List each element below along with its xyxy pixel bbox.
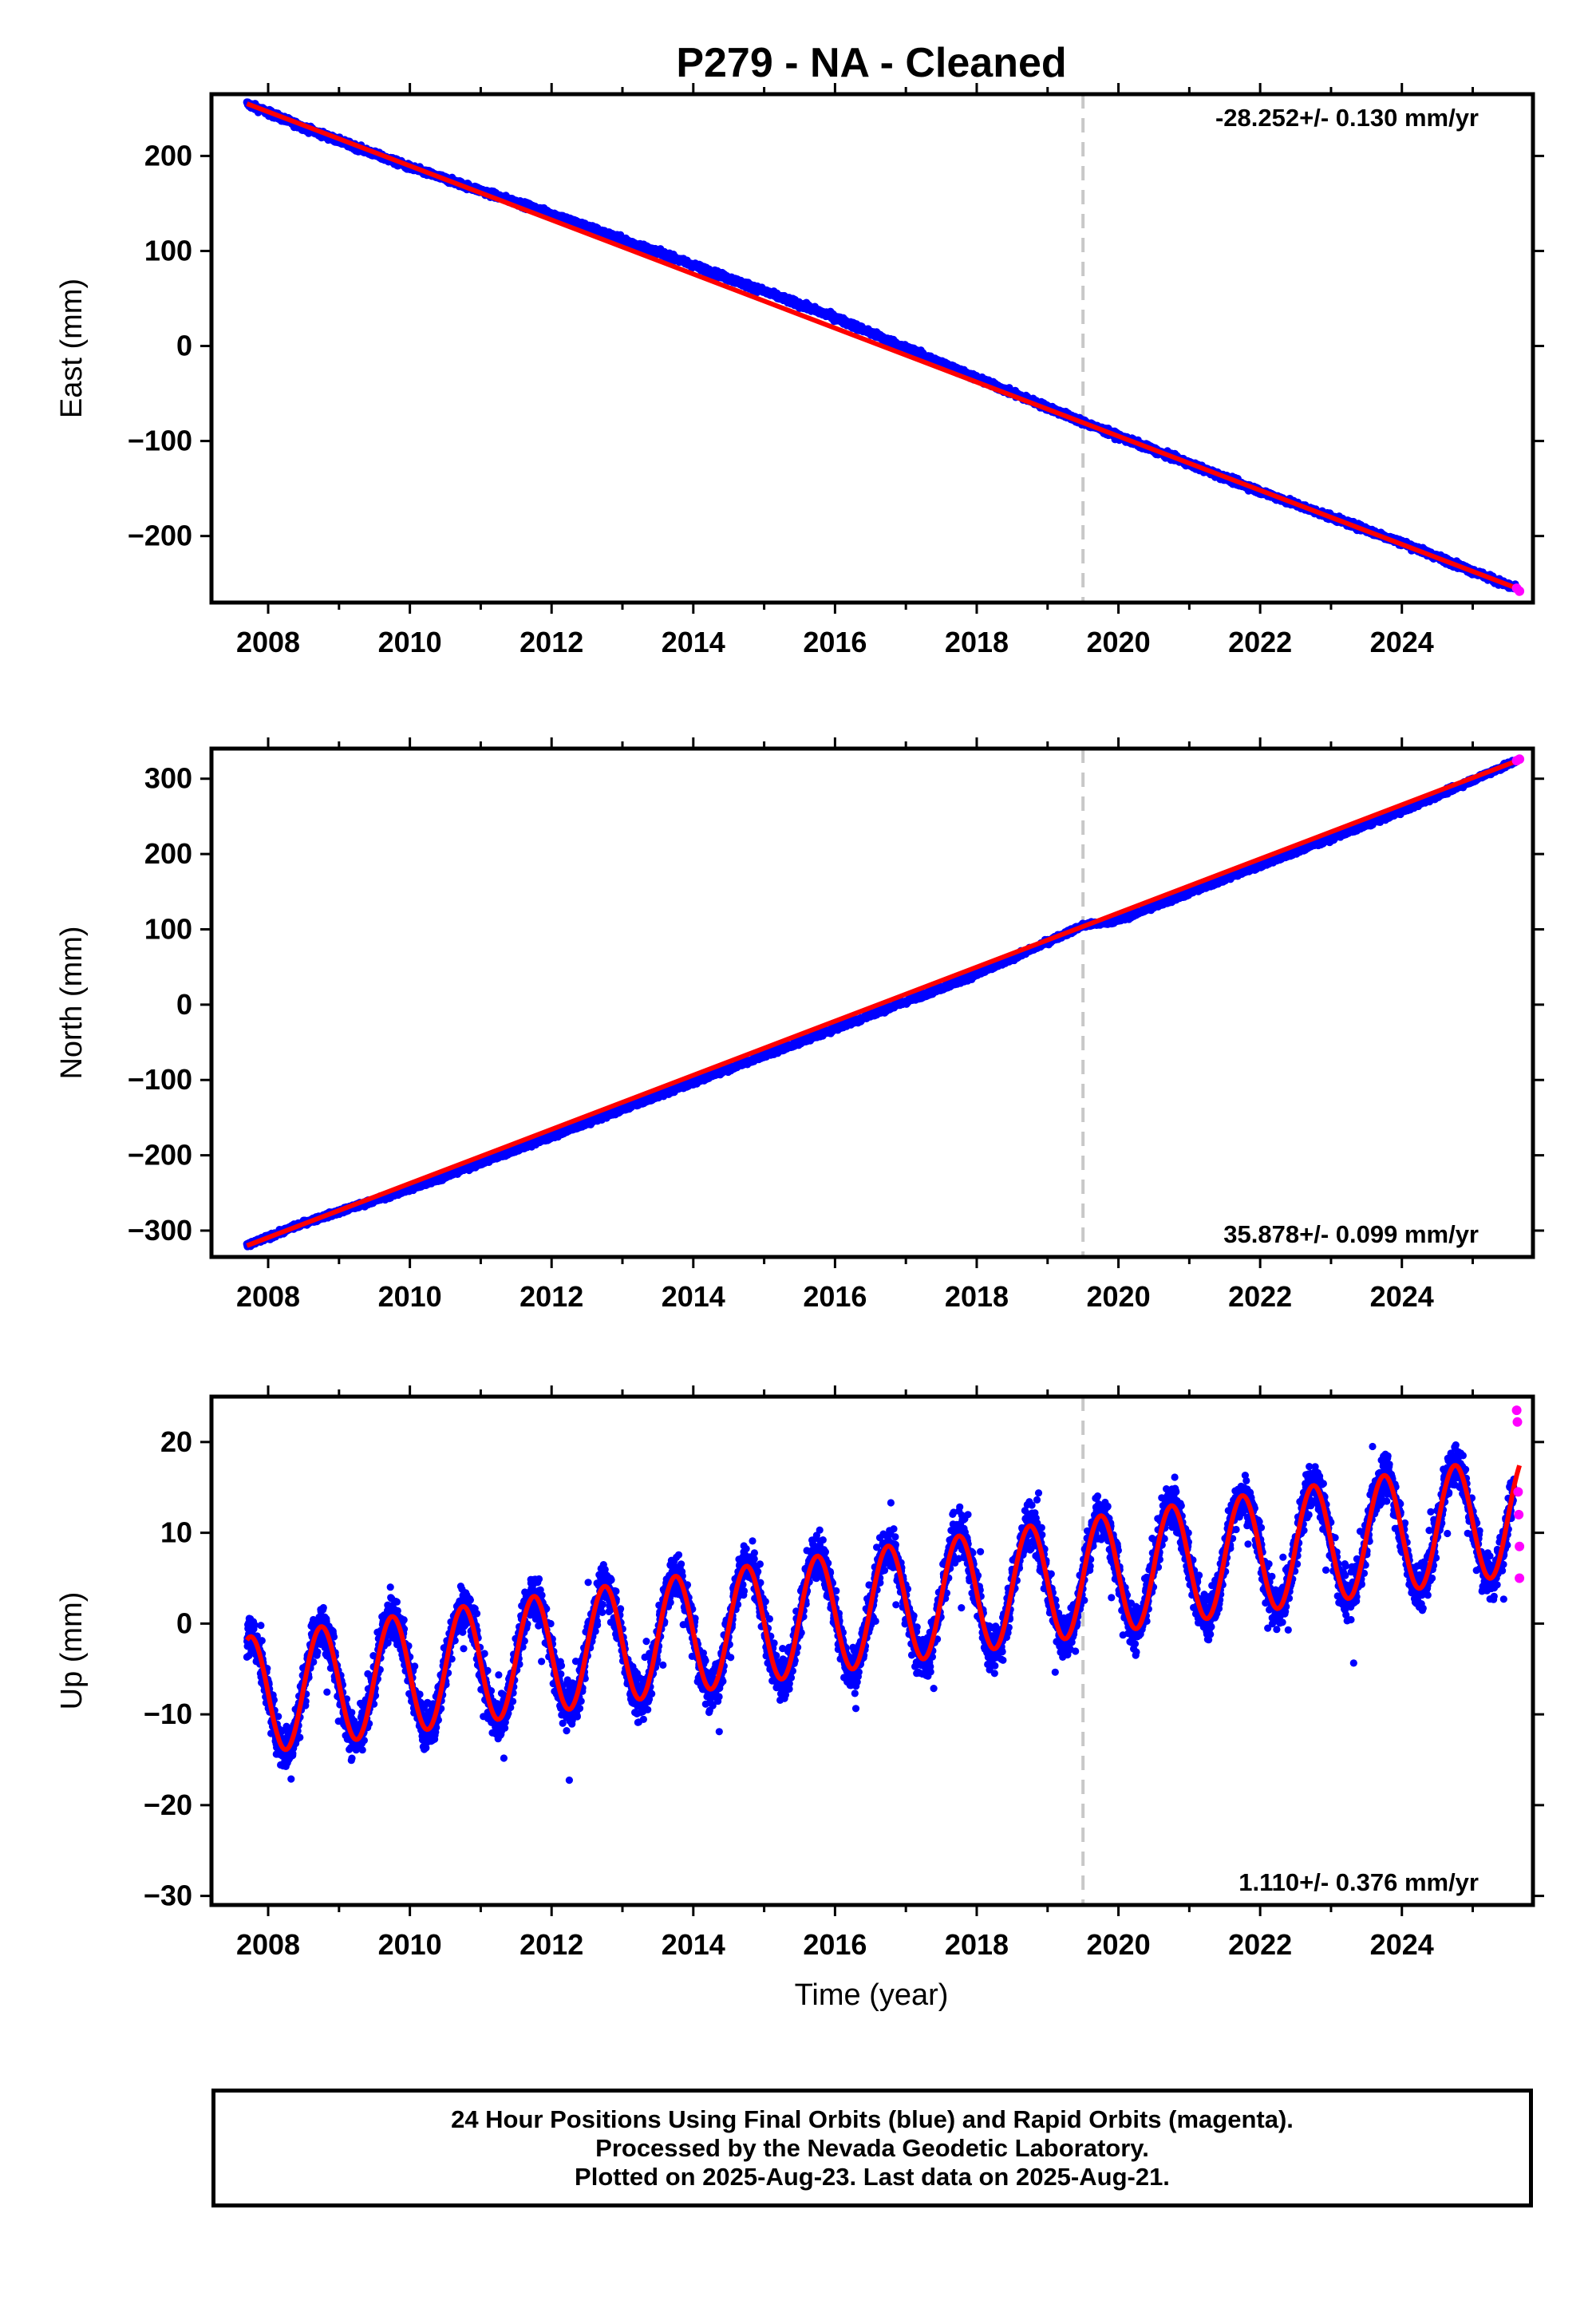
- x-tick-label: 2022: [1228, 626, 1292, 658]
- plot-area: [243, 754, 1525, 1251]
- y-tick-label: −200: [128, 520, 192, 552]
- x-tick-label: 2010: [378, 626, 442, 658]
- x-tick-label: 2018: [945, 626, 1009, 658]
- north-panel: 2008 2010 2012 2014 2016 2018 2020 2022 2024−300…: [55, 737, 1544, 1313]
- rapid-orbit-points: [1511, 583, 1525, 596]
- y-tick-label: −100: [128, 425, 192, 457]
- y-tick-label: 100: [144, 234, 192, 267]
- plot-frame: [209, 92, 1535, 605]
- y-axis-label: East (mm): [55, 279, 89, 418]
- x-tick-label: 2014: [662, 626, 725, 658]
- y-tick-label: 0: [176, 330, 192, 362]
- y-tick-label: 200: [144, 139, 192, 172]
- x-tick-label: 2008: [236, 626, 300, 658]
- figure-title: P279 - NA - Cleaned: [676, 40, 1066, 86]
- rapid-orbit-point: [1515, 586, 1525, 596]
- x-tick-label: 2016: [803, 626, 867, 658]
- velocity-label: -28.252+/- 0.130 mm/yr: [1215, 104, 1479, 132]
- x-tick-label: 2012: [519, 626, 583, 658]
- model-fit-line: [246, 101, 1521, 592]
- plot-area: [243, 98, 1525, 596]
- x-tick-label: 2024: [1370, 626, 1434, 658]
- east-panel: 2008 2010 2012 2014 2016 2018 2020 2022 2024 −200…: [55, 83, 1544, 658]
- x-tick-label: 2020: [1087, 626, 1151, 658]
